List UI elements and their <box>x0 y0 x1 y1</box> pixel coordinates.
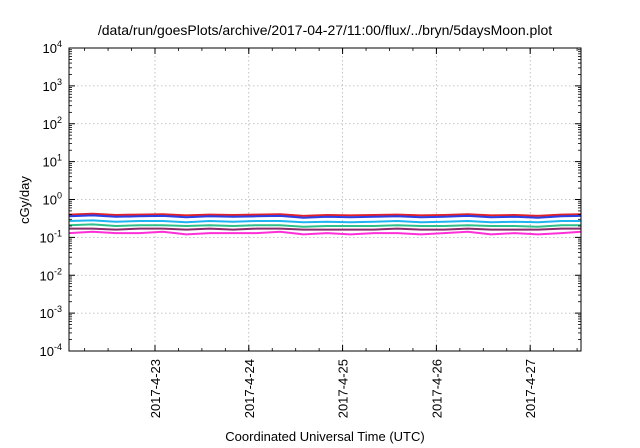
y-axis-ticks: 10-4 10-3 10-2 10-1 100 101 102 103 104 <box>40 39 581 359</box>
y-axis-label: cGy/day <box>17 176 32 224</box>
y-tick-label: 101 <box>43 153 62 170</box>
y-tick-label: 10-2 <box>40 266 62 283</box>
series-layer <box>68 212 582 236</box>
series-line-6 <box>68 230 582 236</box>
y-tick-label: 10-1 <box>40 228 62 245</box>
y-tick-label: 10-3 <box>40 304 62 321</box>
y-tick-label: 102 <box>43 115 62 132</box>
grid-lines <box>69 48 581 351</box>
series-line-3 <box>68 219 581 224</box>
y-tick-label: 103 <box>43 77 62 94</box>
series-line-2 <box>68 214 582 219</box>
series-line-5 <box>69 227 581 231</box>
y-tick-label: 100 <box>43 191 62 208</box>
series-line-1 <box>68 212 582 217</box>
chart-title: /data/run/goesPlots/archive/2017-04-27/1… <box>98 22 552 38</box>
y-tick-label: 104 <box>43 39 62 56</box>
series-line-4 <box>68 223 581 228</box>
x-tick-label: 2017-4-25 <box>336 359 351 418</box>
x-tick-label: 2017-4-24 <box>242 359 257 418</box>
y-tick-label: 10-4 <box>40 342 62 359</box>
x-tick-label: 2017-4-23 <box>148 359 163 418</box>
x-axis-label: Coordinated Universal Time (UTC) <box>225 429 424 444</box>
x-tick-label: 2017-4-27 <box>523 359 538 418</box>
x-axis-ticks: 2017-4-23 2017-4-24 2017-4-25 2017-4-26 2017… <box>84 48 578 418</box>
x-tick-label: 2017-4-26 <box>429 359 444 418</box>
